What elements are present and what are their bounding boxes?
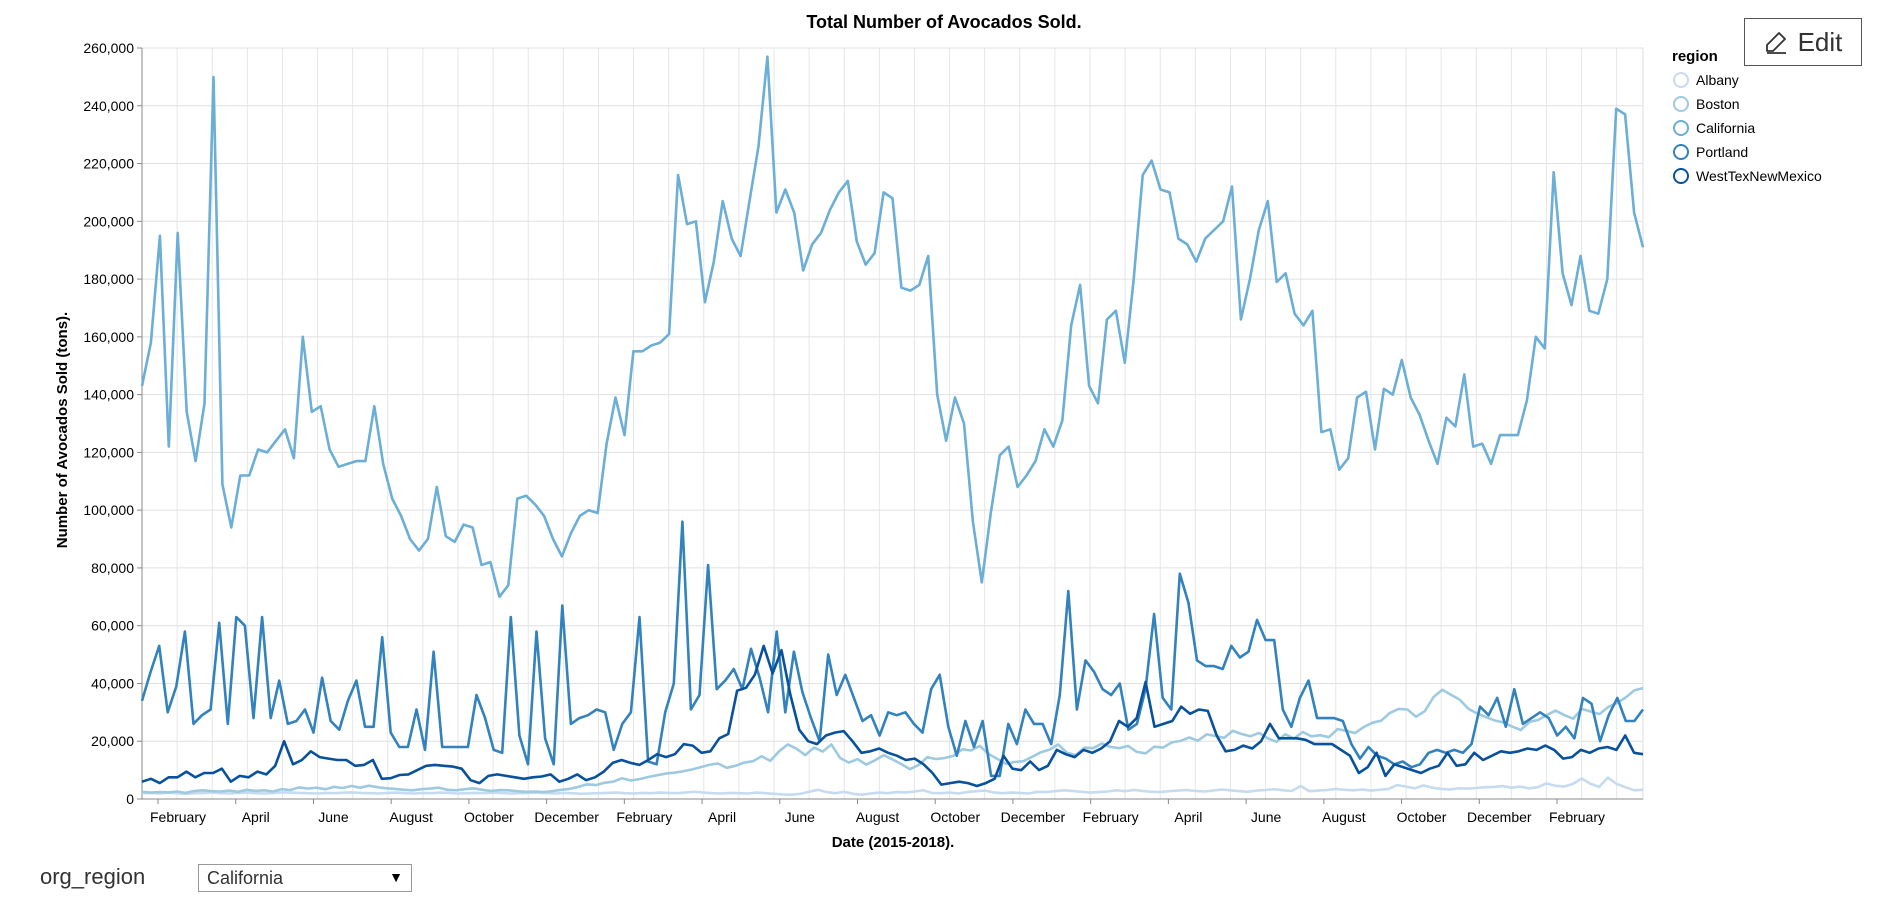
legend-label: Boston <box>1696 96 1740 112</box>
edit-button[interactable]: Edit <box>1744 18 1862 66</box>
legend: region Albany Boston California Portland Wes… <box>1672 48 1822 184</box>
series-line-california <box>140 55 1645 599</box>
axes: 0 20,000 40,000 60,000 80,000 100,000 120,000 1… <box>83 40 1643 825</box>
y-tick-label: 80,000 <box>91 560 134 576</box>
x-tick-label: December <box>1467 809 1532 825</box>
series-line-portland <box>140 520 1645 778</box>
y-tick-label: 140,000 <box>83 387 134 403</box>
org-region-select[interactable]: California ▼ <box>198 864 412 892</box>
x-tick-label: August <box>1322 809 1366 825</box>
x-axis-title: Date (2015-2018). <box>832 834 955 851</box>
x-tick-label: February <box>150 809 206 825</box>
y-tick-label: 60,000 <box>91 618 134 634</box>
org-region-selected-value: California <box>207 867 284 888</box>
plot-frame <box>141 47 1644 800</box>
legend-symbol <box>1673 96 1689 112</box>
legend-label: California <box>1696 120 1755 136</box>
x-tick-label: August <box>389 809 433 825</box>
x-tick-label: October <box>464 809 514 825</box>
series-lines <box>140 55 1645 797</box>
x-tick-label: April <box>1174 809 1202 825</box>
series-line-westtexnewmexico <box>141 644 1644 788</box>
legend-title: region <box>1672 48 1718 65</box>
x-tick-label: February <box>616 809 672 825</box>
y-tick-label: 100,000 <box>83 502 134 518</box>
x-tick-label: October <box>1397 809 1447 825</box>
y-tick-label: 240,000 <box>83 98 134 114</box>
org-region-label: org_region <box>40 864 146 889</box>
x-tick-label: October <box>930 809 980 825</box>
legend-label: Albany <box>1696 72 1739 88</box>
x-tick-label: February <box>1549 809 1605 825</box>
x-tick-label: June <box>785 809 816 825</box>
legend-symbol <box>1673 72 1689 88</box>
x-tick-label: April <box>242 809 270 825</box>
series-line-albany <box>141 776 1644 797</box>
dropdown-arrow-icon: ▼ <box>389 869 403 885</box>
pencil-icon <box>1765 32 1786 54</box>
y-tick-label: 120,000 <box>83 444 134 460</box>
x-tick-label: December <box>534 809 599 825</box>
chart: 0 20,000 40,000 60,000 80,000 100,000 120,000 1… <box>54 12 1822 851</box>
edit-button-label: Edit <box>1797 26 1843 57</box>
y-tick-label: 160,000 <box>83 329 134 345</box>
x-tick-label: August <box>856 809 900 825</box>
y-tick-label: 0 <box>126 791 134 807</box>
x-tick-label: June <box>318 809 349 825</box>
x-tick-label: June <box>1251 809 1282 825</box>
legend-symbol <box>1673 168 1689 184</box>
y-tick-label: 260,000 <box>83 40 134 56</box>
y-axis-title: Number of Avocados Sold (tons). <box>54 312 71 548</box>
y-tick-label: 180,000 <box>83 271 134 287</box>
x-tick-label: December <box>1001 809 1066 825</box>
y-tick-label: 220,000 <box>83 156 134 172</box>
legend-label: Portland <box>1696 144 1748 160</box>
legend-label: WestTexNewMexico <box>1696 168 1822 184</box>
y-tick-label: 40,000 <box>91 675 134 691</box>
series-line-boston <box>141 686 1644 795</box>
legend-symbol <box>1673 120 1689 136</box>
x-tick-label: February <box>1083 809 1139 825</box>
chart-title: Total Number of Avocados Sold. <box>806 12 1081 32</box>
y-tick-label: 20,000 <box>91 733 134 749</box>
x-tick-label: April <box>708 809 736 825</box>
y-tick-label: 200,000 <box>83 213 134 229</box>
legend-symbol <box>1673 144 1689 160</box>
grid <box>141 47 1644 800</box>
